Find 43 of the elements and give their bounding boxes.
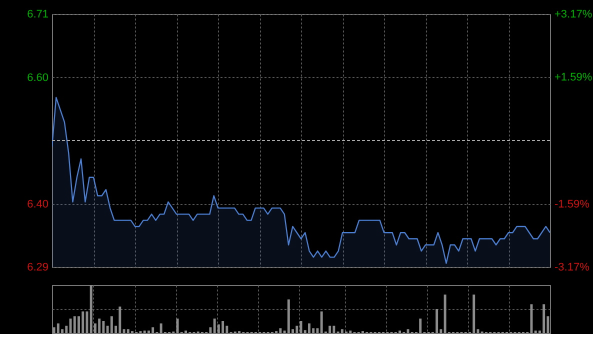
bar bbox=[444, 294, 446, 333]
bar bbox=[73, 316, 76, 333]
bar bbox=[287, 299, 290, 333]
bar bbox=[122, 329, 126, 333]
y-tick-label: 6.71 bbox=[27, 8, 48, 20]
y-tick-label: 6.40 bbox=[27, 198, 48, 210]
bar bbox=[332, 326, 336, 333]
bar bbox=[296, 326, 298, 333]
bar bbox=[340, 329, 344, 333]
y2-tick-label: +3.17% bbox=[554, 8, 592, 20]
bar bbox=[102, 321, 105, 333]
y2-tick-label: -1.59% bbox=[554, 198, 590, 210]
y2-tick-label: +1.59% bbox=[554, 72, 592, 84]
bar bbox=[419, 318, 422, 333]
bar bbox=[98, 318, 101, 333]
bar bbox=[82, 311, 84, 333]
bar bbox=[152, 327, 154, 333]
bar bbox=[530, 304, 533, 333]
bar bbox=[69, 318, 72, 333]
bar bbox=[90, 285, 92, 333]
bar bbox=[52, 327, 56, 333]
bar bbox=[213, 318, 216, 333]
bar bbox=[160, 323, 162, 333]
bar bbox=[118, 306, 122, 333]
bar bbox=[320, 311, 323, 333]
bar bbox=[222, 321, 224, 333]
bar bbox=[316, 328, 319, 333]
bar bbox=[56, 323, 60, 333]
y2-tick-label: -3.17% bbox=[554, 262, 590, 274]
bar bbox=[65, 326, 68, 333]
bar bbox=[308, 323, 310, 333]
bar bbox=[472, 294, 476, 333]
bar bbox=[328, 326, 332, 333]
bar bbox=[436, 309, 438, 333]
bar bbox=[86, 311, 88, 333]
bar bbox=[176, 318, 179, 333]
y-tick-label: 6.29 bbox=[27, 262, 48, 274]
bar bbox=[126, 329, 130, 333]
y-tick-label: 6.60 bbox=[27, 72, 48, 84]
bar bbox=[279, 328, 282, 333]
bar bbox=[209, 327, 212, 333]
bar bbox=[542, 304, 546, 333]
bar bbox=[110, 316, 113, 333]
